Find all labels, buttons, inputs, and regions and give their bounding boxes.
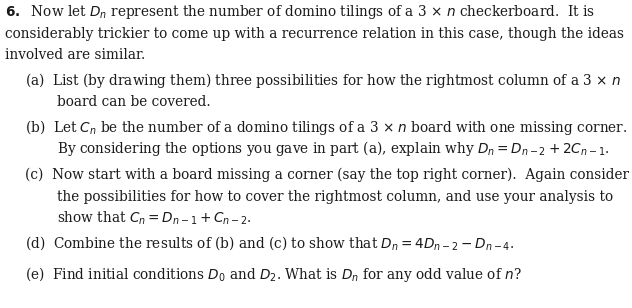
Text: considerably trickier to come up with a recurrence relation in this case, though: considerably trickier to come up with a … <box>5 26 624 41</box>
Text: (a)  List (by drawing them) three possibilities for how the rightmost column of : (a) List (by drawing them) three possibi… <box>25 71 621 90</box>
Text: the possibilities for how to cover the rightmost column, and use your analysis t: the possibilities for how to cover the r… <box>57 190 613 204</box>
Text: (d)  Combine the results of (b) and (c) to show that $D_n = 4D_{n-2} - D_{n-4}$.: (d) Combine the results of (b) and (c) t… <box>25 234 514 252</box>
Text: board can be covered.: board can be covered. <box>57 95 210 109</box>
Text: (c)  Now start with a board missing a corner (say the top right corner).  Again : (c) Now start with a board missing a cor… <box>25 168 629 182</box>
Text: (e)  Find initial conditions $D_0$ and $D_2$. What is $D_n$ for any odd value of: (e) Find initial conditions $D_0$ and $D… <box>25 265 522 284</box>
Text: $\mathbf{6.}$  Now let $D_n$ represent the number of domino tilings of a 3 $\tim: $\mathbf{6.}$ Now let $D_n$ represent th… <box>5 3 595 21</box>
Text: By considering the options you gave in part (a), explain why $D_n = D_{n-2} + 2C: By considering the options you gave in p… <box>57 140 609 158</box>
Text: involved are similar.: involved are similar. <box>5 48 145 62</box>
Text: show that $C_n = D_{n-1} + C_{n-2}$.: show that $C_n = D_{n-1} + C_{n-2}$. <box>57 209 252 227</box>
Text: (b)  Let $C_n$ be the number of a domino tilings of a 3 $\times$ $n$ board with : (b) Let $C_n$ be the number of a domino … <box>25 118 628 137</box>
